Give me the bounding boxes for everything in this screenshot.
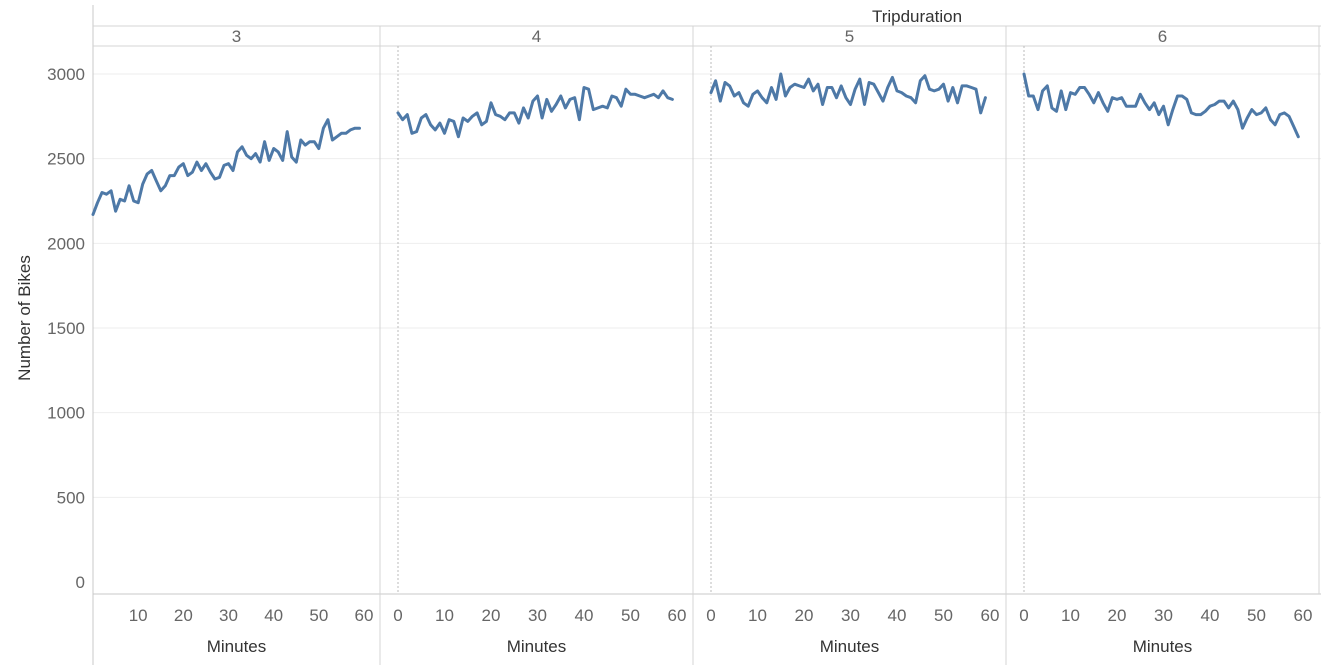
y-axis-title: Number of Bikes (15, 255, 34, 381)
y-tick-label-500: 500 (57, 488, 85, 507)
x-tick-label-5-30: 30 (841, 606, 860, 625)
x-tick-label-6-60: 60 (1294, 606, 1313, 625)
x-tick-label-6-40: 40 (1201, 606, 1220, 625)
x-tick-label-4-0: 0 (393, 606, 402, 625)
x-tick-label-4-40: 40 (575, 606, 594, 625)
x-axis-title-panel-3: Minutes (207, 637, 267, 656)
series-layer (91, 72, 1300, 216)
y-tick-label-0: 0 (76, 573, 85, 592)
x-axis-title-panel-4: Minutes (507, 637, 567, 656)
grid-layer (93, 73, 1321, 498)
y-tick-label-3000: 3000 (47, 65, 85, 84)
x-axis-title-panel-6: Minutes (1133, 637, 1193, 656)
y-tick-label-1000: 1000 (47, 404, 85, 423)
x-tick-label-5-50: 50 (934, 606, 953, 625)
panel-header-4: 4 (532, 27, 541, 46)
series-line-panel-3 (91, 118, 361, 216)
x-tick-label-4-20: 20 (482, 606, 501, 625)
series-line-panel-6 (1022, 72, 1300, 139)
x-tick-label-3-30: 30 (219, 606, 238, 625)
series-line-panel-4 (396, 86, 674, 139)
x-tick-label-3-40: 40 (264, 606, 283, 625)
panel-header-5: 5 (845, 27, 854, 46)
y-tick-label-2000: 2000 (47, 234, 85, 253)
x-tick-label-4-50: 50 (621, 606, 640, 625)
x-tick-label-3-10: 10 (129, 606, 148, 625)
x-tick-label-5-10: 10 (748, 606, 767, 625)
text-layer: Tripduration Number of Bikes 05001000150… (15, 7, 1312, 656)
frame-layer (92, 5, 1321, 665)
y-tick-label-1500: 1500 (47, 319, 85, 338)
x-tick-label-6-50: 50 (1247, 606, 1266, 625)
y-tick-label-2500: 2500 (47, 150, 85, 169)
x-tick-label-4-10: 10 (435, 606, 454, 625)
x-tick-label-3-60: 60 (355, 606, 374, 625)
x-tick-label-6-10: 10 (1061, 606, 1080, 625)
chart-title: Tripduration (872, 7, 962, 26)
x-tick-label-5-60: 60 (981, 606, 1000, 625)
x-tick-label-5-0: 0 (706, 606, 715, 625)
x-tick-label-6-30: 30 (1154, 606, 1173, 625)
x-tick-label-3-50: 50 (309, 606, 328, 625)
x-tick-label-6-0: 0 (1019, 606, 1028, 625)
x-tick-label-6-20: 20 (1108, 606, 1127, 625)
x-tick-label-3-20: 20 (174, 606, 193, 625)
x-tick-label-5-40: 40 (888, 606, 907, 625)
x-tick-label-5-20: 20 (795, 606, 814, 625)
panel-header-3: 3 (232, 27, 241, 46)
x-axis-title-panel-5: Minutes (820, 637, 880, 656)
series-line-panel-5 (709, 72, 987, 115)
x-tick-label-4-30: 30 (528, 606, 547, 625)
panel-header-6: 6 (1158, 27, 1167, 46)
x-tick-label-4-60: 60 (668, 606, 687, 625)
